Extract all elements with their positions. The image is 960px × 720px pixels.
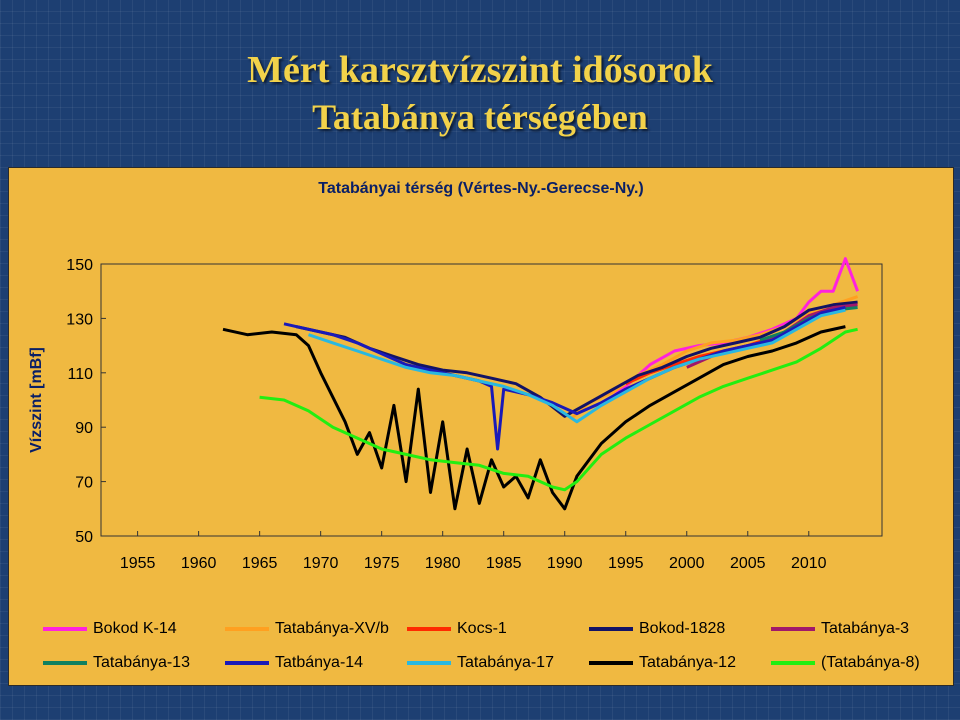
x-tick-label: 1975 [364,555,400,572]
x-tick-label: 1960 [181,555,217,572]
legend-swatch [407,627,451,631]
legend-label: Tatabánya-17 [457,654,554,671]
y-tick-label: 70 [75,475,93,492]
legend-swatch [43,627,87,631]
x-tick-label: 1985 [486,555,522,572]
legend-item: Tatabánya-13 [43,654,190,672]
legend-item: Kocs-1 [407,620,507,638]
series-line [569,295,859,421]
y-axis-label: Vízszint [mBf] [28,347,45,453]
plot-area [100,263,883,537]
legend-label: Tatabánya-12 [639,654,736,671]
legend-label: Tatbánya-14 [275,654,364,671]
x-tick-label: 1955 [120,555,156,572]
x-tick-label: 1965 [242,555,278,572]
series-line [308,308,846,424]
legend-item: Tatabánya-12 [589,654,736,672]
y-tick-label: 130 [66,311,93,328]
legend-row-2: Tatabánya-13 Tatbánya-14 Tatabánya-17 Ta… [9,654,953,676]
legend-swatch [771,661,815,665]
legend-swatch [771,627,815,631]
legend-swatch [589,627,633,631]
legend-item: Tatabánya-17 [407,654,554,672]
chart-title: Tatabányai térség (Vértes-Ny.-Gerecse-Ny… [318,180,643,197]
legend-item: Bokod-1828 [589,620,725,638]
legend-item: Bokod K-14 [43,620,177,638]
legend-swatch [225,627,269,631]
legend-label: Bokod K-14 [93,620,177,637]
legend-item: Tatabánya-XV/b [225,620,389,638]
legend-label: Tatabánya-XV/b [275,620,389,637]
legend-item: (Tatabánya-8) [771,654,920,672]
legend-item: Tatbánya-14 [225,654,363,672]
chart-panel: Tatabányai térség (Vértes-Ny.-Gerecse-Ny… [8,167,954,686]
series-line [283,306,846,451]
legend-item: Tatabánya-3 [771,620,909,638]
legend-label: Tatabánya-3 [821,620,910,637]
x-tick-label: 1980 [425,555,461,572]
x-tick-label: 1970 [303,555,339,572]
slide-title-line2: Tatabánya térségében [312,97,648,137]
legend-swatch [225,661,269,665]
x-tick-label: 2010 [791,555,827,572]
y-tick-label: 110 [67,366,93,383]
y-tick-label: 90 [75,420,93,437]
legend-label: Kocs-1 [457,620,507,637]
y-tick-label: 50 [75,529,93,546]
legend-label: (Tatabánya-8) [821,654,920,671]
x-tick-label: 2005 [730,555,766,572]
y-tick-label: 150 [66,257,93,274]
legend-label: Bokod-1828 [639,620,726,637]
series-line [259,327,858,492]
legend-swatch [43,661,87,665]
series-line [222,325,846,511]
series-line [295,300,858,418]
x-tick-label: 1995 [608,555,644,572]
legend-label: Tatabánya-13 [93,654,190,671]
line-chart: Tatabányai térség (Vértes-Ny.-Gerecse-Ny… [28,180,883,572]
legend-swatch [407,661,451,665]
legend-row-1: Bokod K-14 Tatabánya-XV/b Kocs-1 Bokod-1… [9,620,953,642]
legend-swatch [589,661,633,665]
slide-title-line1: Mért karsztvízszint idősorok [247,49,713,91]
x-tick-label: 2000 [669,555,705,572]
x-tick-label: 1990 [547,555,583,572]
